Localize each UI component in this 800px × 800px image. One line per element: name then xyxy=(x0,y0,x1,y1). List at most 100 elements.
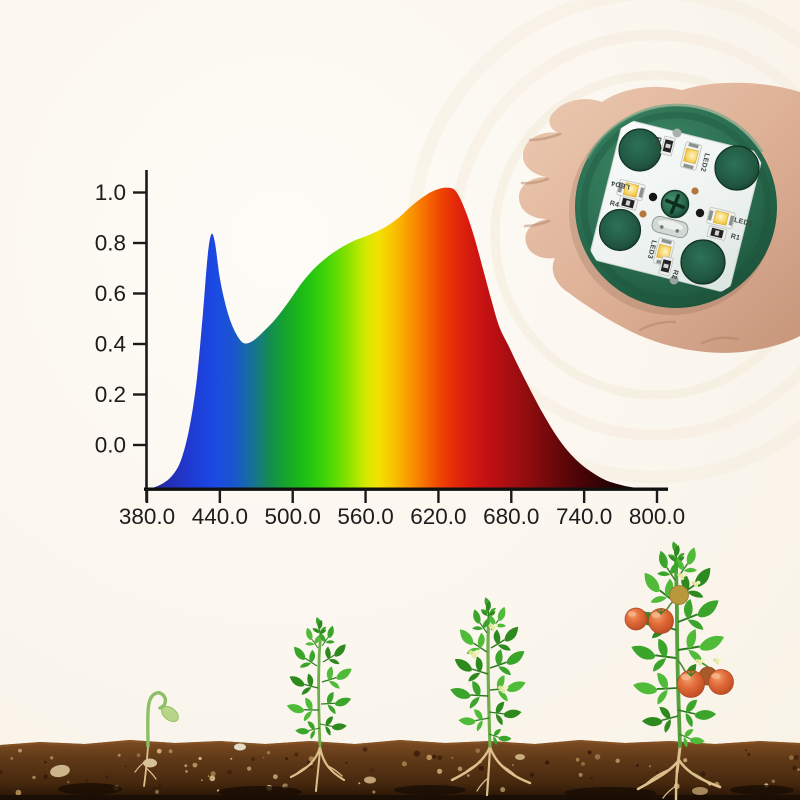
soil-speckle xyxy=(796,790,799,794)
pcb-hole xyxy=(680,239,726,285)
soil-speckle xyxy=(0,769,3,775)
soil xyxy=(0,740,800,800)
flower-cluster xyxy=(713,657,722,665)
soil-speckle xyxy=(636,763,639,767)
soil-speckle xyxy=(67,781,70,784)
soil-speckle xyxy=(43,760,47,764)
plant-stage-4-fruiting xyxy=(624,540,734,755)
x-tick-label: 680.0 xyxy=(483,504,539,529)
resistor-chip xyxy=(660,135,676,157)
plant-stage-3-flowering xyxy=(448,596,528,751)
spectrum-chart: 0.0 0.2 0.4 0.6 0.8 1.0 380.0 440.0 500.0 560.0 62… xyxy=(95,170,685,529)
soil-speckle xyxy=(587,750,592,755)
soil-speckle xyxy=(426,754,433,761)
plant-growth-stages-illustration xyxy=(0,540,800,800)
soil-speckle xyxy=(43,774,48,780)
sprout-stem xyxy=(146,691,168,748)
soil-speckle xyxy=(247,766,252,771)
soil-speckle xyxy=(124,765,127,767)
stone xyxy=(234,743,246,751)
solder-pad xyxy=(672,128,682,138)
led-chip xyxy=(680,141,702,171)
sprout-leaf xyxy=(161,705,179,723)
hand-holding-led-module-photo: LED2 R3 LED4 R4 LED1 R1 LED3 R2 xyxy=(518,82,800,353)
soil-speckle xyxy=(475,748,481,754)
stem xyxy=(486,614,492,748)
soil-speckle xyxy=(362,747,368,752)
soil-speckle xyxy=(18,748,22,753)
center-screw xyxy=(660,189,690,219)
y-tick-label: 0.0 xyxy=(95,433,126,458)
soil-speckle xyxy=(792,765,797,771)
soil-speckle xyxy=(192,762,198,768)
soil-speckle xyxy=(451,756,454,759)
soil-speckle xyxy=(369,768,374,772)
copper-pad xyxy=(691,187,699,195)
led-chip xyxy=(706,207,736,229)
resistor-label: R1 xyxy=(730,233,741,242)
tomato xyxy=(624,607,648,631)
soil-surface-highlight xyxy=(0,739,800,747)
pcb-hole xyxy=(618,128,662,172)
stone xyxy=(364,776,376,784)
x-tick-label: 440.0 xyxy=(192,504,248,529)
soil-speckle xyxy=(310,765,314,769)
soil-speckle xyxy=(251,757,256,762)
soil-speckle xyxy=(105,775,109,779)
soil-speckle xyxy=(262,756,265,759)
y-tick-label: 0.6 xyxy=(95,281,126,306)
soil-speckle xyxy=(117,753,121,757)
soil-speckle xyxy=(201,779,203,781)
resistor-chip xyxy=(706,225,728,241)
soil-speckle xyxy=(437,768,443,774)
soil-speckle xyxy=(266,751,271,755)
soil-speckle xyxy=(136,753,141,758)
pcb-hole xyxy=(714,145,760,191)
soil-speckle xyxy=(155,789,159,794)
soil-speckle xyxy=(545,760,550,765)
root-system-stage-1 xyxy=(134,746,157,787)
led-label: LED1 xyxy=(733,217,753,228)
soil-speckle xyxy=(168,749,173,754)
x-tick-label: 740.0 xyxy=(556,504,612,529)
rim-highlight xyxy=(586,103,764,159)
finger-crease xyxy=(520,177,550,185)
spectrum-area-curve xyxy=(147,187,657,490)
resistor-label: R3 xyxy=(653,136,662,147)
soil-speckle xyxy=(656,771,659,774)
tomato-calyx xyxy=(656,608,666,615)
x-tick-label: 500.0 xyxy=(265,504,321,529)
soil-speckle xyxy=(639,783,643,787)
soil-speckle xyxy=(650,786,655,791)
tomato-unripe xyxy=(669,585,689,605)
soil-speckle xyxy=(511,764,514,766)
resistor-label: R2 xyxy=(670,269,679,280)
soil-speckle xyxy=(372,790,376,794)
resistor-label: R4 xyxy=(609,200,620,209)
root-system-stage-2 xyxy=(289,745,346,792)
x-tick-label: 560.0 xyxy=(337,504,393,529)
x-tick-label: 800.0 xyxy=(629,504,685,529)
soil-speckle xyxy=(594,754,601,760)
soil-speckle xyxy=(152,786,156,790)
soil-speckle xyxy=(358,782,361,785)
flower-cluster xyxy=(488,623,498,631)
soil-speckle xyxy=(285,757,288,761)
stem xyxy=(317,632,323,748)
soil-speckle xyxy=(209,775,216,782)
tomato xyxy=(708,669,734,695)
soil-speckle xyxy=(210,771,216,777)
smd-diode xyxy=(651,215,689,239)
x-tick-label: 380.0 xyxy=(119,504,175,529)
led-chip xyxy=(616,179,646,201)
soil-speckle xyxy=(230,757,233,760)
stone xyxy=(50,764,70,778)
stone xyxy=(692,787,708,795)
led-module-board: LED2 R3 LED4 R4 LED1 R1 LED3 R2 xyxy=(569,103,777,315)
soil-speckle xyxy=(401,761,407,767)
soil-speckle xyxy=(184,764,188,768)
stone xyxy=(515,754,525,760)
tomato-calyx xyxy=(686,670,696,677)
soil-speckle xyxy=(578,772,583,777)
soil-speckle xyxy=(683,758,688,763)
